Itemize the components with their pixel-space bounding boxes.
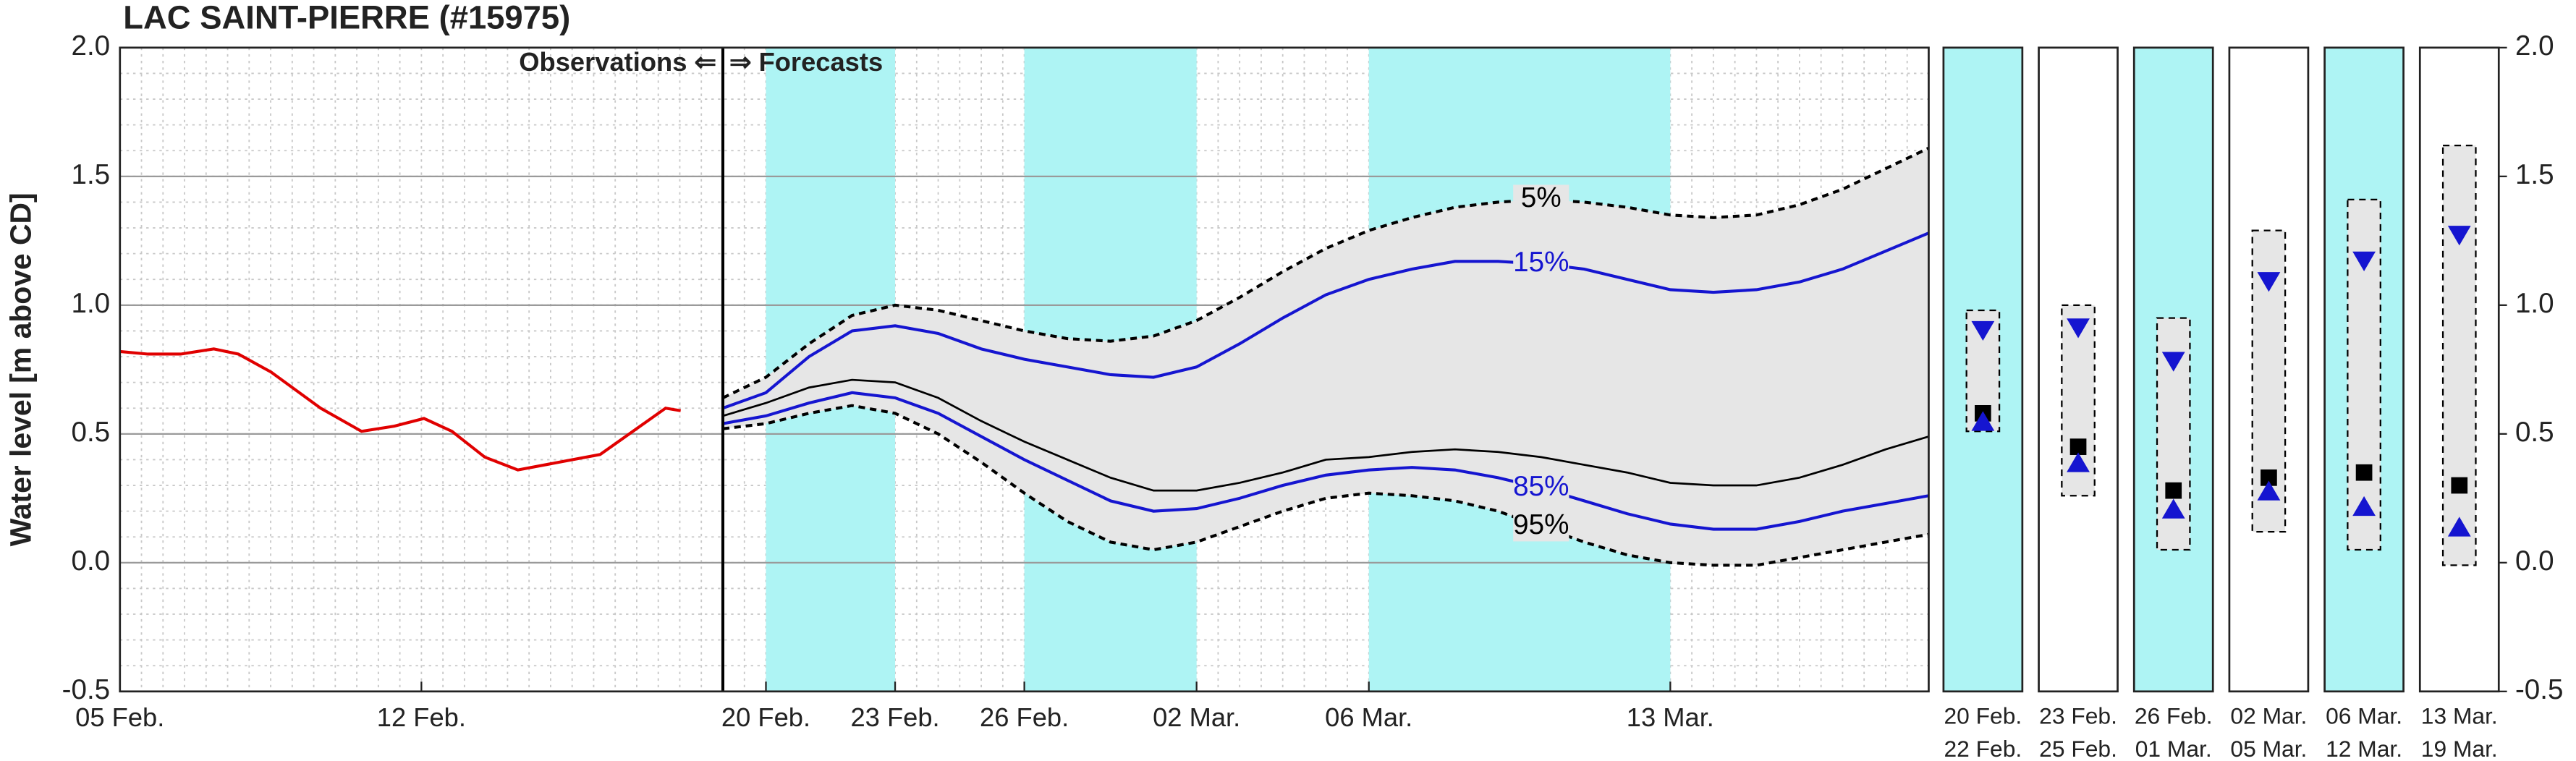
x-tick-label: 12 Feb. [377, 702, 466, 732]
y-tick-label: 0.0 [72, 545, 111, 577]
upper-marker [2447, 226, 2471, 246]
panel-frame [2038, 46, 2119, 693]
series-line [722, 391, 1929, 531]
range-box [2441, 144, 2477, 566]
series-label: 5% [1521, 182, 1562, 213]
y2-tick-label: 2.0 [2515, 30, 2554, 61]
x-tick-label: 20 Feb. [721, 702, 810, 732]
plot-frame [119, 46, 1930, 693]
panel-end-label: 25 Feb. [2039, 736, 2117, 761]
y2-tick-label: 1.5 [2515, 159, 2554, 190]
series-label: 15% [1513, 247, 1569, 278]
x-tick-label: 26 Feb. [980, 702, 1069, 732]
upper-marker [2067, 318, 2090, 339]
upper-marker [1971, 320, 1995, 341]
panel-frame [2132, 46, 2214, 693]
median-marker [2451, 477, 2468, 494]
panel-end-label: 22 Feb. [1944, 736, 2022, 761]
series-label: 85% [1513, 471, 1569, 502]
panel-end-label: 19 Mar. [2421, 736, 2498, 761]
lower-marker [2257, 480, 2281, 501]
lower-marker [1971, 411, 1995, 431]
series-label-bg [1513, 511, 1569, 542]
lower-marker [2352, 496, 2376, 516]
series-label-bg [1513, 184, 1569, 215]
x-tick-label: 06 Mar. [1325, 702, 1412, 732]
lower-marker [2161, 498, 2185, 519]
panel-frame [2228, 46, 2310, 693]
x-tick-label: 13 Mar. [1627, 702, 1714, 732]
series-line [722, 231, 1930, 410]
lower-marker [2067, 452, 2090, 472]
panel-frame [2323, 46, 2405, 693]
y-tick-label: 2.0 [72, 30, 111, 61]
series-label: 95% [1513, 509, 1569, 540]
panel-frame [1942, 46, 2024, 693]
panel-start-label: 13 Mar. [2421, 703, 2498, 729]
median-marker [2261, 469, 2277, 486]
y-tick-label: -0.5 [62, 674, 110, 705]
panel-start-label: 02 Mar. [2230, 703, 2307, 729]
series-label-bg [1513, 473, 1569, 503]
upper-marker [2161, 352, 2185, 372]
lower-marker [2447, 516, 2471, 537]
panel-end-label: 12 Mar. [2326, 736, 2402, 761]
y-tick-label: 1.5 [72, 159, 111, 190]
y-tick-label: 0.5 [72, 417, 111, 448]
y2-tick-label: 1.0 [2515, 288, 2554, 319]
panel-start-label: 26 Feb. [2135, 703, 2213, 729]
series-label-bg [1513, 249, 1569, 279]
panel-start-label: 20 Feb. [1944, 703, 2022, 729]
panel-end-label: 01 Mar. [2135, 736, 2212, 761]
series-line [722, 378, 1929, 492]
x-tick-label: 23 Feb. [850, 702, 939, 732]
series-line [722, 404, 1929, 567]
median-marker [2069, 438, 2087, 455]
series-line [722, 146, 1930, 399]
x-tick-label: 05 Feb. [75, 702, 164, 732]
y-axis-label: Water level [m above CD] [4, 192, 38, 546]
chart-title: LAC SAINT-PIERRE (#15975) [123, 0, 570, 35]
panel-start-label: 06 Mar. [2326, 703, 2402, 729]
y-tick-label: 1.0 [72, 288, 111, 319]
annotation: Observations ⇐ [519, 47, 716, 77]
series-line [119, 347, 682, 472]
y2-tick-label: 0.0 [2515, 545, 2554, 577]
panel-frame [2418, 46, 2500, 693]
panel-end-label: 05 Mar. [2230, 736, 2307, 761]
upper-marker [2352, 251, 2376, 271]
y2-tick-label: -0.5 [2515, 674, 2563, 705]
annotation: ⇒ Forecasts [729, 47, 883, 77]
panel-start-label: 23 Feb. [2039, 703, 2117, 729]
median-marker [2355, 464, 2373, 481]
y2-tick-label: 0.5 [2515, 417, 2554, 448]
x-tick-label: 02 Mar. [1153, 702, 1240, 732]
median-marker [2165, 482, 2182, 499]
upper-marker [2257, 272, 2281, 292]
